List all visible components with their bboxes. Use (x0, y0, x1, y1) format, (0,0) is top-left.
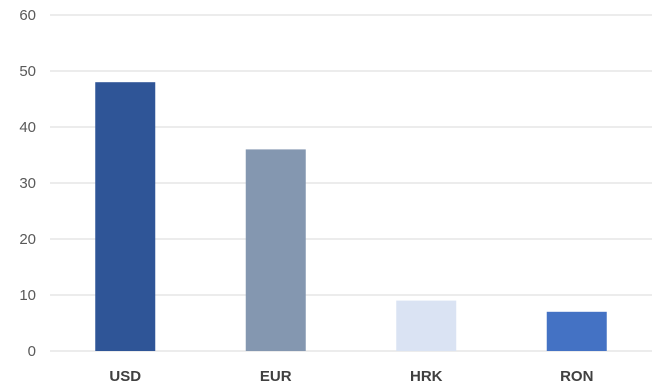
bar-ron (546, 311, 607, 351)
x-tick-label-usd: USD (109, 368, 141, 385)
bar-eur (245, 149, 306, 351)
x-axis-ticks: USD EUR HRK RON (109, 368, 593, 385)
bars (95, 82, 607, 351)
y-tick-label-60: 60 (19, 7, 36, 24)
x-tick-label-hrk: HRK (410, 368, 443, 385)
y-tick-label-0: 0 (28, 343, 36, 360)
y-axis-ticks: 0 10 20 30 40 50 60 (19, 7, 36, 360)
bar-hrk (396, 300, 457, 351)
x-tick-label-ron: RON (560, 368, 593, 385)
y-tick-label-30: 30 (19, 175, 36, 192)
y-tick-label-10: 10 (19, 287, 36, 304)
x-tick-label-eur: EUR (260, 368, 292, 385)
y-tick-label-20: 20 (19, 231, 36, 248)
bar-usd (95, 82, 156, 351)
y-tick-label-40: 40 (19, 119, 36, 136)
y-tick-label-50: 50 (19, 63, 36, 80)
